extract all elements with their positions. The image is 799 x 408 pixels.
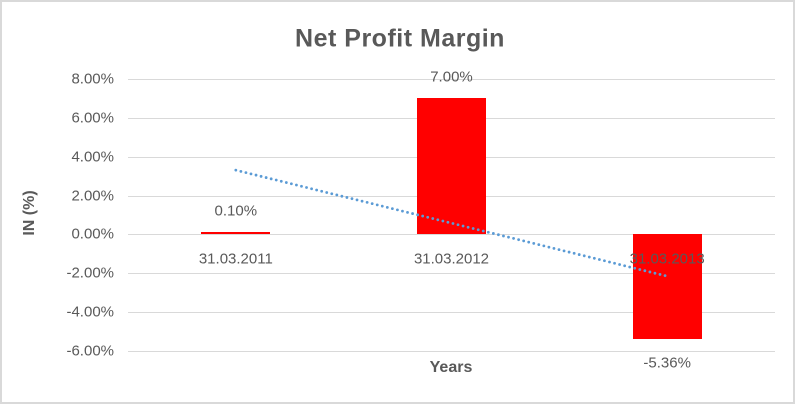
data-label: -5.36% [643, 354, 691, 372]
x-axis-tick-label: 31.03.2012 [413, 250, 490, 268]
y-axis-title: IN (%) [21, 190, 38, 236]
gridline [128, 79, 775, 80]
data-label: 0.10% [214, 202, 258, 220]
gridline [128, 351, 775, 352]
bar-31.03.2012 [417, 98, 486, 235]
x-axis-title: Years [429, 359, 473, 376]
y-axis-tick-label: -6.00% [66, 342, 114, 360]
y-axis-tick-label: 0.00% [71, 225, 114, 243]
chart-title: Net Profit Margin [295, 24, 505, 53]
y-axis-tick-label: -4.00% [66, 303, 114, 321]
y-axis-tick-label: 4.00% [71, 148, 114, 166]
gridline [128, 312, 775, 313]
y-axis-tick-label: -2.00% [66, 264, 114, 282]
y-axis-tick-label: 6.00% [71, 109, 114, 127]
x-axis-tick-label: 31.03.2011 [198, 250, 273, 268]
y-axis-tick-label: 8.00% [71, 70, 114, 88]
bar-31.03.2011 [201, 232, 271, 235]
x-axis-tick-label: 31.03.2013 [629, 250, 705, 268]
trendline [234, 168, 669, 278]
y-axis-tick-label: 2.00% [71, 187, 114, 205]
data-label: 7.00% [430, 68, 473, 86]
